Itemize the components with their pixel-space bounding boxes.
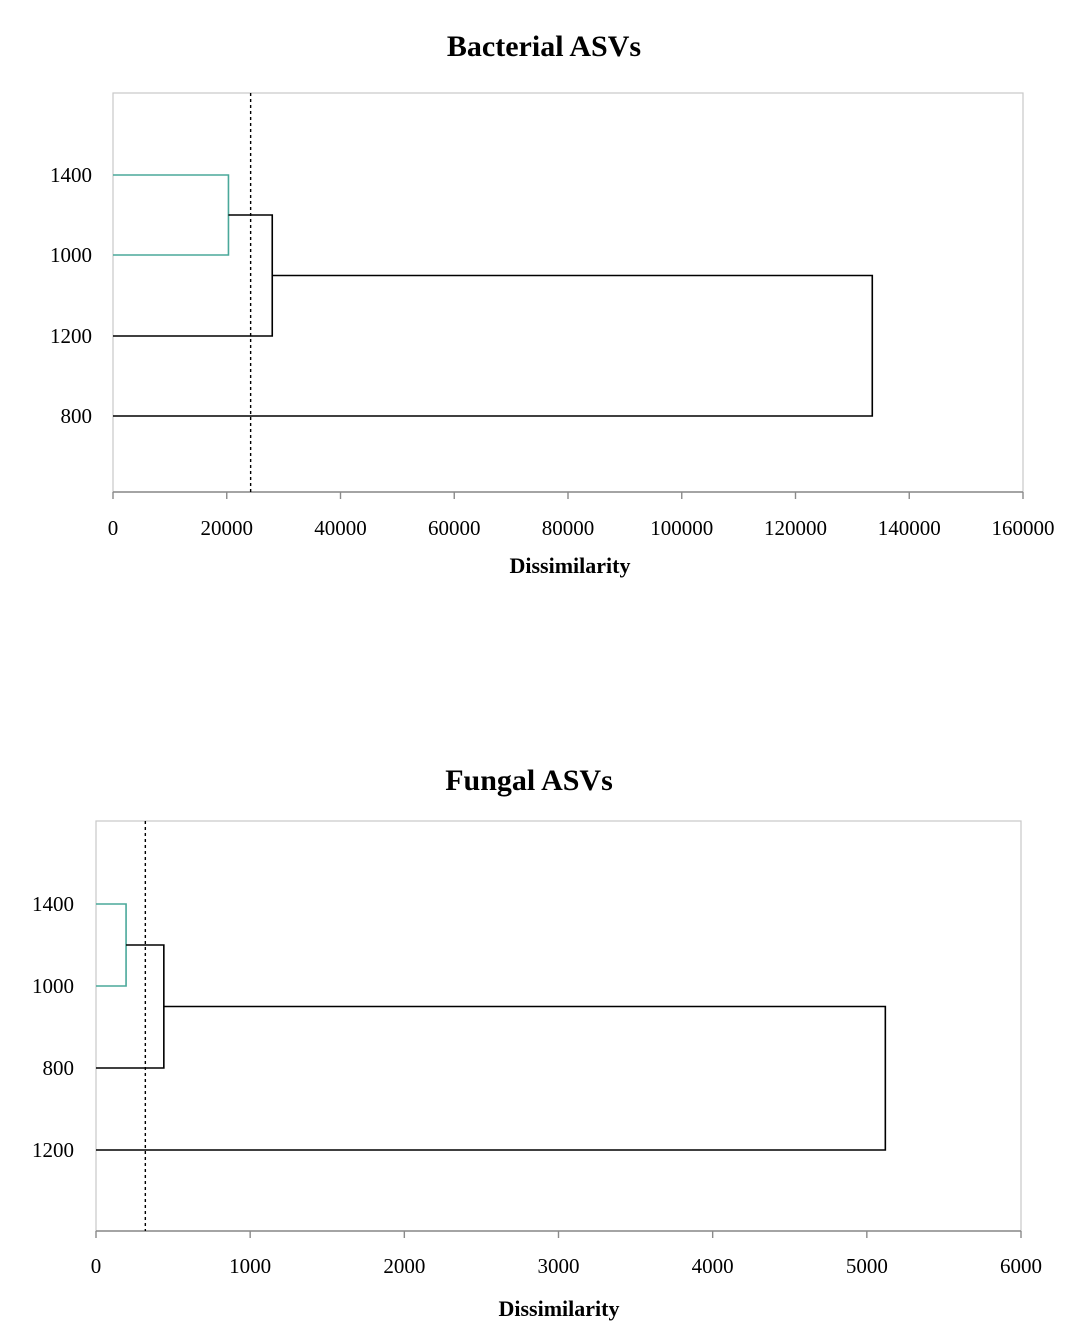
leaf-label: 800 <box>61 404 93 428</box>
chart-title: Bacterial ASVs <box>447 30 641 63</box>
x-tick-label: 100000 <box>650 516 713 540</box>
leaf-labels: 1400 1000 800 1200 <box>32 892 74 1162</box>
x-tick-label: 0 <box>91 1254 102 1278</box>
dendrogram-branch <box>113 274 874 417</box>
x-tick-label: 2000 <box>383 1254 425 1278</box>
bacterial-dendrogram: Bacterial ASVs 0 20000 40000 60000 80000 1000… <box>50 30 1055 578</box>
x-tick-label: 160000 <box>992 516 1055 540</box>
x-tick-label: 0 <box>108 516 119 540</box>
x-tick-label: 20000 <box>201 516 254 540</box>
dendrogram-branch <box>96 1005 887 1151</box>
leaf-labels: 1400 1000 1200 800 <box>50 163 92 428</box>
leaf-label: 1200 <box>50 324 92 348</box>
dendrogram-branch <box>96 944 165 1069</box>
dendrogram-branch <box>113 214 274 337</box>
plot-frame <box>112 92 1024 493</box>
x-tick-label: 5000 <box>846 1254 888 1278</box>
x-tick-label: 140000 <box>878 516 941 540</box>
x-ticks: 0 20000 40000 60000 80000 100000 120000 140000 1… <box>108 492 1055 540</box>
fungal-dendrogram: Fungal ASVs 0 1000 2000 3000 4000 5000 6000 14… <box>32 764 1042 1321</box>
dendrogram-branches <box>113 174 874 417</box>
leaf-label: 800 <box>43 1056 75 1080</box>
dendrogram-branches <box>96 903 887 1151</box>
x-tick-label: 4000 <box>692 1254 734 1278</box>
x-axis-label: Dissimilarity <box>499 1296 620 1321</box>
x-tick-label: 60000 <box>428 516 481 540</box>
leaf-label: 1200 <box>32 1138 74 1162</box>
x-tick-label: 40000 <box>314 516 367 540</box>
dendrogram-branch <box>96 903 127 987</box>
leaf-label: 1000 <box>50 243 92 267</box>
chart-title: Fungal ASVs <box>445 764 613 797</box>
leaf-label: 1400 <box>50 163 92 187</box>
x-axis-label: Dissimilarity <box>510 553 631 578</box>
x-tick-label: 6000 <box>1000 1254 1042 1278</box>
x-tick-label: 3000 <box>538 1254 580 1278</box>
x-tick-label: 120000 <box>764 516 827 540</box>
x-tick-label: 80000 <box>542 516 595 540</box>
x-ticks: 0 1000 2000 3000 4000 5000 6000 <box>91 1231 1042 1278</box>
leaf-label: 1000 <box>32 974 74 998</box>
leaf-label: 1400 <box>32 892 74 916</box>
x-tick-label: 1000 <box>229 1254 271 1278</box>
plot-frame <box>95 820 1022 1232</box>
dendrogram-branch <box>113 174 230 256</box>
